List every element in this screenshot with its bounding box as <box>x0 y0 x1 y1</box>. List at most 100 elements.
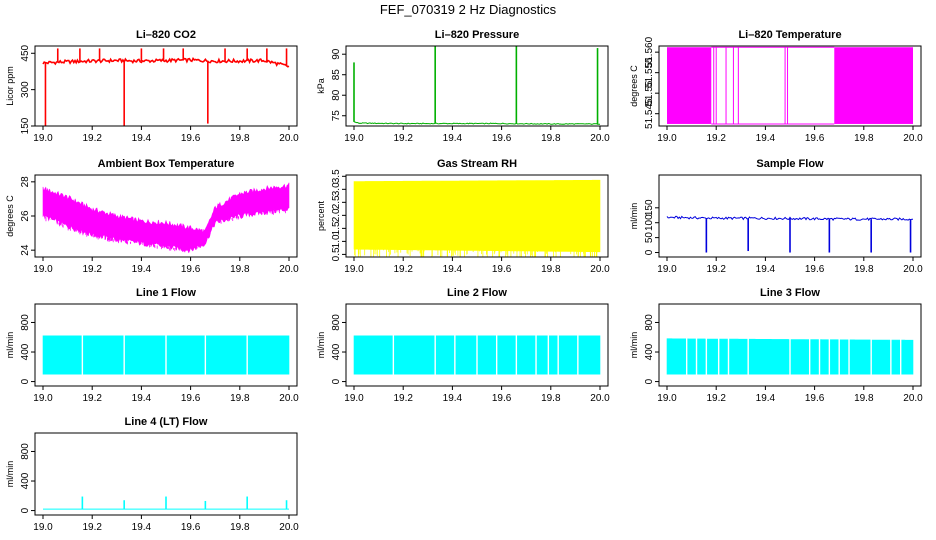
x-tick-label: 19.2 <box>706 133 726 144</box>
chart-title: Ambient Box Temperature <box>98 158 235 170</box>
y-tick-label: 100 <box>644 214 655 231</box>
x-tick-label: 19.4 <box>756 393 776 404</box>
x-tick-label: 19.0 <box>33 264 53 275</box>
x-tick-label: 19.2 <box>82 264 102 275</box>
plot-area <box>667 46 913 125</box>
x-tick-label: 19.4 <box>132 522 152 533</box>
y-tick-label: 51.545 <box>644 98 655 129</box>
y-tick-label: 800 <box>20 443 31 460</box>
x-tick-label: 19.2 <box>393 133 413 144</box>
y-tick-label: 800 <box>20 314 31 331</box>
y-tick-label: 2.5 <box>331 195 342 209</box>
y-axis-label: degrees C <box>629 65 639 107</box>
y-tick-label: 0 <box>644 378 655 384</box>
x-tick-label: 19.0 <box>33 133 53 144</box>
x-tick-label: 19.6 <box>181 133 201 144</box>
y-tick-label: 150 <box>644 199 655 216</box>
y-axis: 75 80 85 90 kPa <box>316 48 346 121</box>
x-tick-label: 19.6 <box>805 133 825 144</box>
x-tick-label: 19.0 <box>344 133 364 144</box>
x-tick-label: 19.4 <box>132 393 152 404</box>
y-tick-label: 2.0 <box>331 208 342 222</box>
x-tick-label: 19.2 <box>706 264 726 275</box>
y-tick-label: 0 <box>331 378 342 384</box>
y-tick-label: 24 <box>20 244 31 256</box>
chart-co2: Li–820 CO2 19.0 19.2 19.4 19.6 19.8 20.0 150 300… <box>5 29 299 144</box>
x-tick-label: 20.0 <box>279 133 299 144</box>
series-band <box>42 182 290 254</box>
x-tick-label: 19.8 <box>230 522 250 533</box>
plot-frame <box>345 45 609 127</box>
plot-area <box>42 182 290 254</box>
x-tick-label: 20.0 <box>903 264 923 275</box>
y-tick-label: 80 <box>331 89 342 101</box>
x-tick-label: 19.8 <box>854 133 874 144</box>
x-tick-label: 19.6 <box>181 393 201 404</box>
y-tick-label: 90 <box>331 48 342 60</box>
x-tick-label: 19.2 <box>82 522 102 533</box>
x-tick-label: 20.0 <box>590 264 610 275</box>
plot-area <box>353 46 600 125</box>
x-axis: 19.0 19.2 19.4 19.6 19.8 20.0 <box>33 257 299 275</box>
chart-rh: Gas Stream RH 19.0 19.2 19.4 19.6 19.8 20.0 0.5… <box>316 158 610 275</box>
series-line <box>42 57 290 68</box>
plot-frame <box>345 303 609 387</box>
y-tick-label: 85 <box>331 69 342 81</box>
x-tick-label: 19.0 <box>344 393 364 404</box>
x-tick-label: 19.6 <box>492 133 512 144</box>
x-axis: 19.0 19.2 19.4 19.6 19.8 20.0 <box>657 386 923 404</box>
series-band <box>353 179 601 253</box>
chart-title: Line 1 Flow <box>136 287 196 299</box>
y-tick-label: 1.5 <box>331 221 342 235</box>
x-tick-label: 19.4 <box>443 264 463 275</box>
series-line <box>666 215 914 222</box>
x-tick-label: 20.0 <box>279 264 299 275</box>
chart-title: Li–820 CO2 <box>136 29 196 41</box>
y-tick-label: 3.5 <box>331 169 342 183</box>
y-axis: 0.51.01.52.02.53.03.5 percent <box>316 169 346 261</box>
y-tick-label: 0 <box>20 507 31 513</box>
y-axis: 0 400 800 ml/min <box>629 314 659 384</box>
x-tick-label: 20.0 <box>279 393 299 404</box>
x-tick-label: 19.6 <box>492 393 512 404</box>
x-tick-label: 19.8 <box>541 133 561 144</box>
plot-area <box>42 48 290 126</box>
x-tick-label: 19.6 <box>181 264 201 275</box>
x-tick-label: 19.6 <box>805 264 825 275</box>
y-tick-label: 0.5 <box>331 247 342 261</box>
chart-title: Li–820 Pressure <box>435 29 519 41</box>
y-tick-label: 800 <box>331 314 342 331</box>
chart-title: Li–820 Temperature <box>738 29 841 41</box>
y-axis: 0 400 800 ml/min <box>316 314 346 384</box>
x-tick-label: 19.8 <box>854 393 874 404</box>
chart-line2: Line 2 Flow 19.0 19.2 19.4 19.6 19.8 20.0 0 400 8… <box>316 287 610 404</box>
x-axis: 19.0 19.2 19.4 19.6 19.8 20.0 <box>33 515 299 533</box>
y-axis: 0 400 800 ml/min <box>5 314 35 384</box>
y-axis-label: kPa <box>316 78 326 94</box>
y-axis-label: ml/min <box>5 461 15 488</box>
plot-frame <box>658 174 922 258</box>
x-tick-label: 19.2 <box>393 264 413 275</box>
chart-line1: Line 1 Flow 19.0 19.2 19.4 19.6 19.8 20.0 0 400 8… <box>5 287 299 404</box>
y-tick-label: 3.0 <box>331 182 342 196</box>
x-tick-label: 19.0 <box>657 133 677 144</box>
x-axis: 19.0 19.2 19.4 19.6 19.8 20.0 <box>344 126 610 144</box>
y-axis-label: percent <box>316 200 326 231</box>
y-tick-label: 75 <box>331 110 342 122</box>
x-tick-label: 19.0 <box>657 264 677 275</box>
x-tick-label: 19.6 <box>492 264 512 275</box>
y-axis: 150 300 450 Licor ppm <box>5 44 35 134</box>
plot-area <box>666 215 914 253</box>
x-axis: 19.0 19.2 19.4 19.6 19.8 20.0 <box>344 257 610 275</box>
chart-title: Line 4 (LT) Flow <box>125 416 208 428</box>
x-tick-label: 20.0 <box>590 393 610 404</box>
y-tick-label: 1.0 <box>331 234 342 248</box>
x-tick-label: 19.4 <box>132 133 152 144</box>
x-tick-label: 19.2 <box>82 133 102 144</box>
y-axis: 24 26 28 degrees C <box>5 176 35 256</box>
x-tick-label: 19.0 <box>657 393 677 404</box>
chart-line4: Line 4 (LT) Flow 19.0 19.2 19.4 19.6 19.8 20.0… <box>5 416 299 533</box>
